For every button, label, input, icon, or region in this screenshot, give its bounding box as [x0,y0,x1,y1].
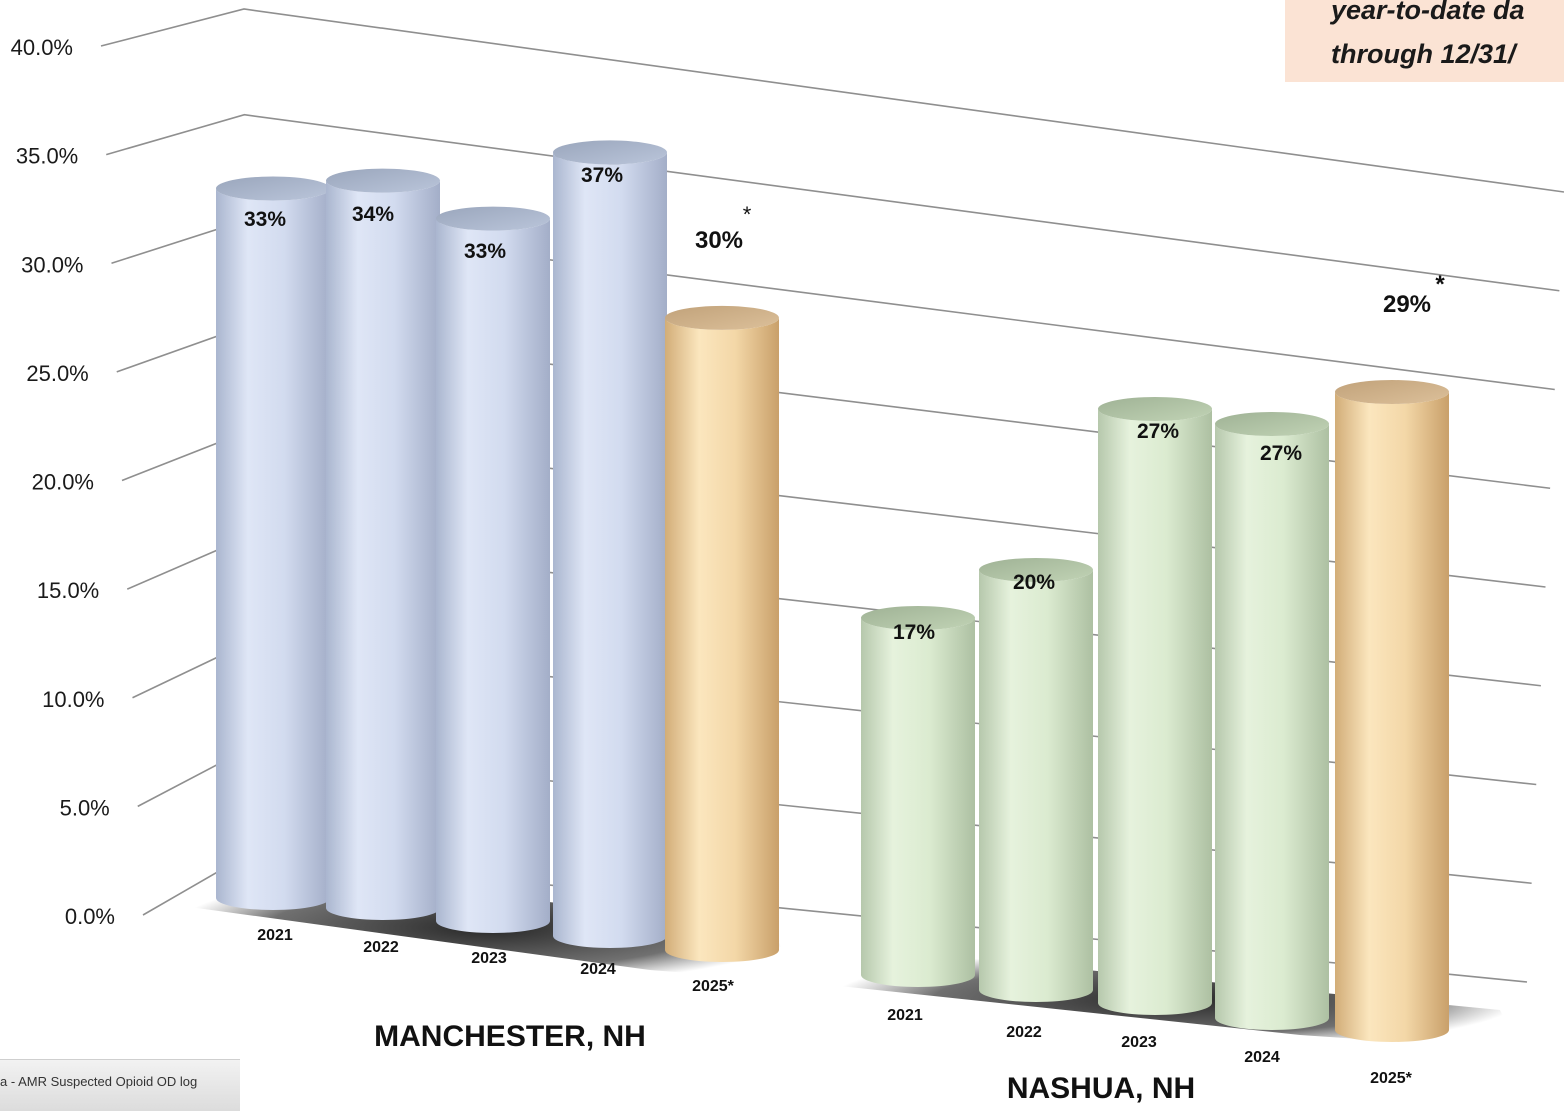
date-note-box: year-to-date da through 12/31/ [1285,0,1564,82]
annotation-star: * [1435,271,1445,298]
group-label: MANCHESTER, NH [374,1020,646,1053]
date-note-line-2: through 12/31/ [1331,39,1516,69]
bar-body [1335,392,1449,1042]
bar-body [553,152,667,948]
value-label: 17% [893,621,935,644]
category-label: 2025* [1370,1070,1413,1087]
bar-top [1215,412,1329,436]
bar-body [1215,424,1329,1030]
y-tick-label: 30.0% [21,252,83,277]
category-label: 2021 [887,1007,923,1024]
bar-body [861,618,975,987]
value-label: 33% [464,240,506,263]
bar-top [1098,397,1212,421]
gridline [100,8,1564,193]
y-tick-label: 20.0% [32,470,94,495]
value-label: 33% [244,208,286,231]
source-footnote: a - AMR Suspected Opioid OD log [0,1059,240,1111]
y-tick-label: 25.0% [26,361,88,386]
y-tick-label: 35.0% [16,144,78,169]
bar-top [553,140,667,165]
value-label: 27% [1260,442,1302,465]
bar-body [1098,409,1212,1015]
bar-body [216,188,330,910]
group-label: NASHUA, NH [1007,1072,1195,1105]
bar-top [979,558,1093,582]
category-label: 2022 [1006,1024,1042,1041]
category-label: 2025* [692,978,735,995]
bar-top [861,606,975,630]
value-label: 37% [581,164,623,187]
value-label: 29% [1383,291,1431,318]
date-note-line-1: year-to-date da [1331,0,1525,25]
category-label: 2022 [363,939,399,956]
gridline [106,113,1560,292]
category-label: 2023 [1121,1034,1157,1051]
y-tick-label: 15.0% [37,578,99,603]
bar-top [216,176,330,201]
value-label: 27% [1137,420,1179,443]
labels: 0.0% 5.0% 10.0% 15.0% 20.0% 25.0% 30.0% 35.0% 40… [11,35,1446,1105]
bar-body [979,570,1093,1002]
bar-body [326,180,440,920]
value-label: 34% [352,203,394,226]
category-label: 2024 [580,961,616,978]
bar-top [665,305,779,330]
y-tick-label: 10.0% [42,687,104,712]
y-tick-label: 5.0% [60,795,110,820]
y-tick-label: 0.0% [65,904,115,929]
bar-top [436,206,550,231]
category-label: 2024 [1244,1049,1280,1066]
category-label: 2021 [257,927,293,944]
y-tick-label: 40.0% [11,35,73,60]
value-label: 20% [1013,571,1055,594]
category-label: 2023 [471,950,507,967]
bars [216,140,1449,1042]
bar-body [665,317,779,962]
bar-body [436,218,550,934]
annotation-star: * [743,202,752,227]
bar-top [326,168,440,193]
value-label: 30% [695,227,743,254]
bar-top [1335,380,1449,404]
